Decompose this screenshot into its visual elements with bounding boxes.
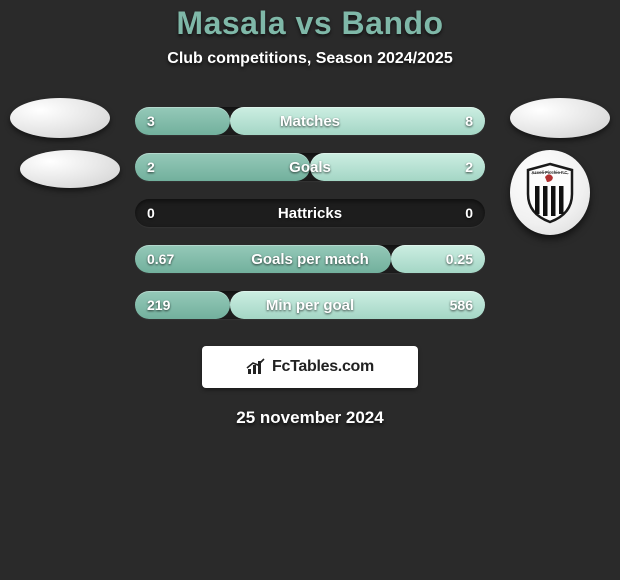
bar-fill-right xyxy=(230,107,486,135)
stat-row: 0 Hattricks 0 xyxy=(0,190,620,236)
stat-label: Goals per match xyxy=(251,251,369,268)
stat-bar-goals: 2 Goals 2 xyxy=(135,153,485,181)
stat-value-right: 586 xyxy=(450,297,473,313)
brand-text: FcTables.com xyxy=(272,358,374,376)
page-title: Masala vs Bando xyxy=(176,5,443,42)
stats-area: Ascoli Picchio F.C. 3 Matches 8 xyxy=(0,98,620,328)
stat-row: 0.67 Goals per match 0.25 xyxy=(0,236,620,282)
stat-bar-matches: 3 Matches 8 xyxy=(135,107,485,135)
stat-value-left: 0 xyxy=(147,205,155,221)
bar-fill-left xyxy=(135,153,310,181)
stat-label: Goals xyxy=(289,159,331,176)
bar-chart-icon xyxy=(246,358,268,376)
stat-value-right: 8 xyxy=(465,113,473,129)
stat-label: Hattricks xyxy=(278,205,342,222)
stat-label: Min per goal xyxy=(266,297,354,314)
stat-value-right: 0.25 xyxy=(446,251,473,267)
stat-row: 3 Matches 8 xyxy=(0,98,620,144)
stat-row: 2 Goals 2 xyxy=(0,144,620,190)
brand-badge: FcTables.com xyxy=(202,346,418,388)
stat-value-left: 2 xyxy=(147,159,155,175)
stat-row: 219 Min per goal 586 xyxy=(0,282,620,328)
comparison-card: Masala vs Bando Club competitions, Seaso… xyxy=(0,0,620,428)
date-label: 25 november 2024 xyxy=(236,408,383,428)
stat-bar-mpg: 219 Min per goal 586 xyxy=(135,291,485,319)
stat-value-right: 2 xyxy=(465,159,473,175)
stat-value-right: 0 xyxy=(465,205,473,221)
stat-value-left: 0.67 xyxy=(147,251,174,267)
bar-fill-right xyxy=(310,153,485,181)
stat-value-left: 3 xyxy=(147,113,155,129)
stat-bar-hattricks: 0 Hattricks 0 xyxy=(135,199,485,227)
stat-bar-gpm: 0.67 Goals per match 0.25 xyxy=(135,245,485,273)
subtitle: Club competitions, Season 2024/2025 xyxy=(167,50,452,68)
stat-value-left: 219 xyxy=(147,297,170,313)
stat-label: Matches xyxy=(280,113,340,130)
